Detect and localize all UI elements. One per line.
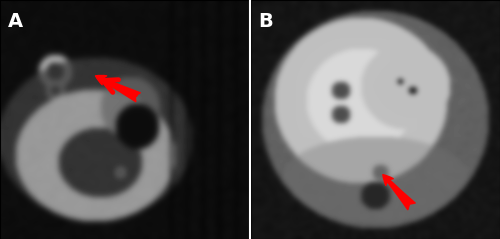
Text: A: A	[8, 12, 22, 31]
Text: B: B	[258, 12, 273, 31]
